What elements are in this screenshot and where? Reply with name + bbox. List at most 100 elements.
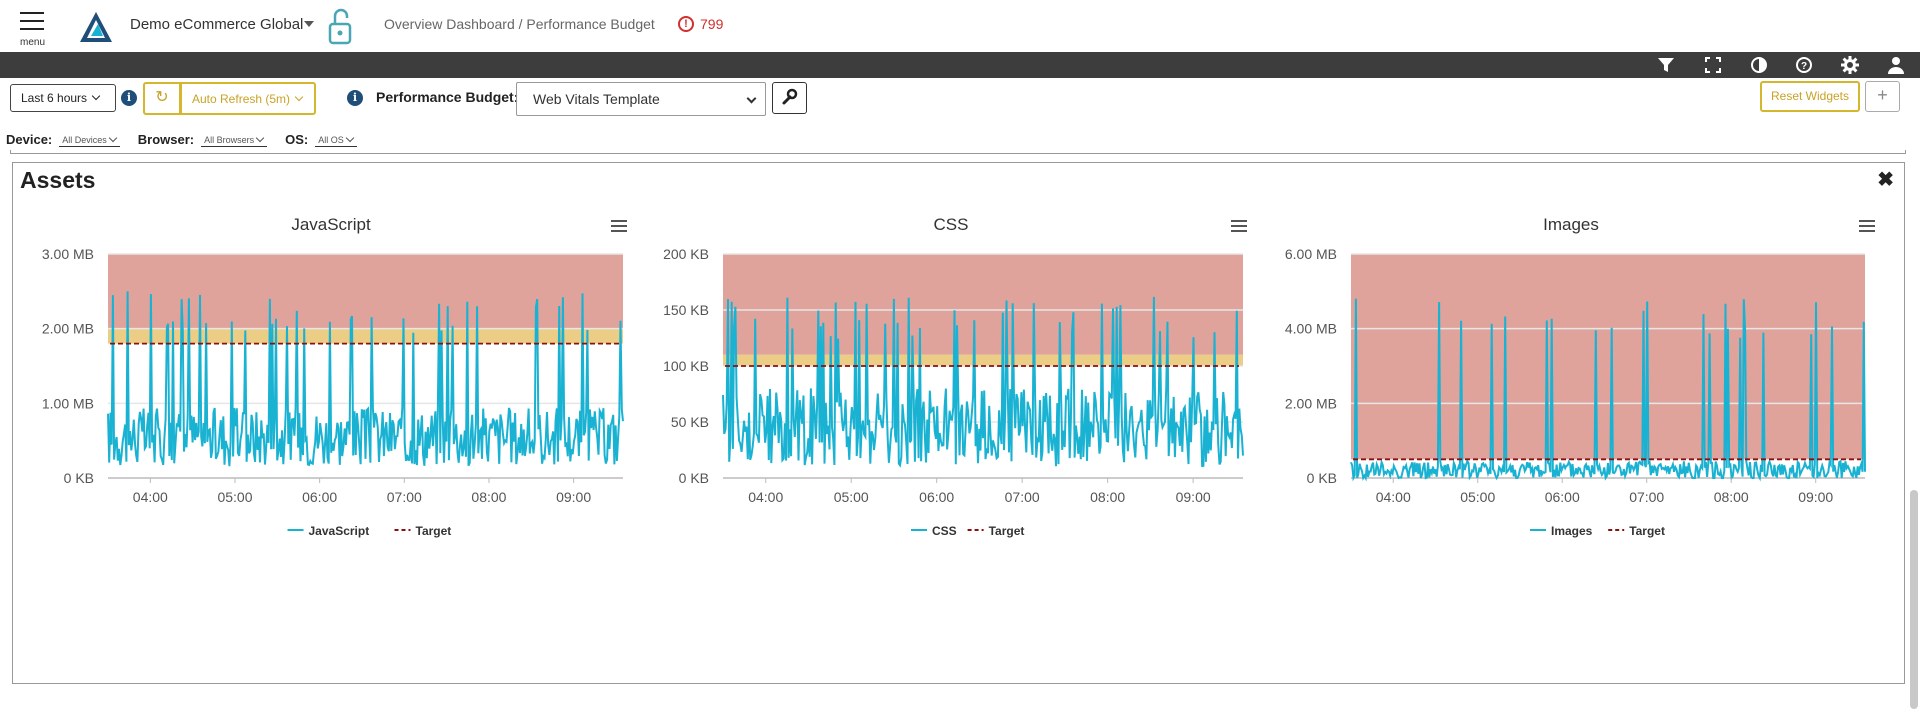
chart-title: CSS bbox=[934, 215, 969, 234]
x-tick-label: 07:00 bbox=[387, 489, 422, 505]
page-scrollbar[interactable] bbox=[1910, 490, 1918, 709]
x-tick-label: 06:00 bbox=[1545, 489, 1580, 505]
chevron-down-icon bbox=[345, 133, 355, 143]
legend-target-label: Target bbox=[1629, 524, 1665, 538]
close-widget-button[interactable]: ✖ bbox=[1877, 167, 1894, 192]
browser-value: All Browsers bbox=[204, 135, 255, 145]
close-icon: ✖ bbox=[1877, 169, 1894, 191]
fullscreen-icon[interactable] bbox=[1704, 56, 1722, 74]
user-icon[interactable] bbox=[1887, 56, 1905, 74]
alert-count[interactable]: ! 799 bbox=[678, 16, 723, 32]
x-tick-label: 09:00 bbox=[556, 489, 591, 505]
top-header: menu Demo eCommerce Global Overview Dash… bbox=[0, 0, 1920, 52]
x-tick-label: 05:00 bbox=[834, 489, 869, 505]
section-divider-edge bbox=[1905, 150, 1906, 154]
chart-menu-icon[interactable] bbox=[1859, 230, 1875, 232]
legend-series-label: JavaScript bbox=[309, 524, 370, 538]
chart-menu-icon[interactable] bbox=[611, 225, 627, 227]
menu-icon-bar bbox=[20, 20, 44, 22]
y-tick-label: 0 KB bbox=[64, 470, 94, 486]
auto-refresh-value: Auto Refresh (5m) bbox=[192, 92, 291, 106]
chart-menu-icon[interactable] bbox=[1231, 230, 1247, 232]
chart-title: JavaScript bbox=[291, 215, 371, 234]
y-tick-label: 4.00 MB bbox=[1285, 321, 1337, 337]
chart-title: Images bbox=[1543, 215, 1599, 234]
info-icon[interactable]: i bbox=[121, 90, 137, 106]
y-tick-label: 200 KB bbox=[663, 246, 709, 262]
refresh-button[interactable]: ↻ bbox=[143, 82, 181, 115]
alert-icon: ! bbox=[678, 16, 694, 32]
warning-band bbox=[108, 328, 623, 344]
contrast-icon[interactable] bbox=[1750, 56, 1768, 74]
browser-dropdown[interactable]: All Browsers bbox=[201, 133, 268, 147]
y-tick-label: 1.00 MB bbox=[42, 395, 94, 411]
series-line bbox=[107, 291, 624, 467]
reset-widgets-button[interactable]: Reset Widgets bbox=[1760, 81, 1860, 112]
os-label: OS: bbox=[285, 132, 309, 147]
y-tick-label: 100 KB bbox=[663, 358, 709, 374]
series-line bbox=[1350, 298, 1866, 482]
menu-icon-bar bbox=[20, 28, 44, 30]
x-tick-label: 07:00 bbox=[1629, 489, 1664, 505]
os-dropdown[interactable]: All OS bbox=[315, 133, 357, 147]
menu-icon bbox=[20, 12, 44, 14]
x-tick-label: 04:00 bbox=[133, 489, 168, 505]
device-value: All Devices bbox=[62, 135, 107, 145]
y-tick-label: 0 KB bbox=[1307, 470, 1337, 486]
charts-area: JavaScript 0 KB 1.00 MB 2.00 MB 3.00 MB 04:00… bbox=[42, 215, 1875, 538]
chart-menu-icon[interactable] bbox=[611, 220, 627, 222]
y-tick-label: 150 KB bbox=[663, 302, 709, 318]
section-divider-edge bbox=[10, 150, 11, 154]
x-tick-label: 08:00 bbox=[1714, 489, 1749, 505]
chevron-down-icon bbox=[255, 133, 265, 143]
toolbar: ? bbox=[0, 52, 1920, 78]
x-tick-label: 05:00 bbox=[1460, 489, 1495, 505]
x-tick-label: 09:00 bbox=[1798, 489, 1833, 505]
chart-menu-icon[interactable] bbox=[1231, 225, 1247, 227]
legend-series-label: CSS bbox=[932, 524, 957, 538]
breadcrumb[interactable]: Overview Dashboard / Performance Budget bbox=[384, 16, 655, 32]
widget-title: Assets bbox=[20, 167, 96, 193]
settings-icon[interactable] bbox=[1841, 56, 1859, 74]
logo-icon[interactable] bbox=[78, 10, 114, 44]
assets-widget: Assets ✖ JavaScript 0 KB 1.00 MB 2.00 MB 3.0… bbox=[12, 162, 1905, 684]
chevron-down-icon bbox=[108, 133, 118, 143]
y-tick-label: 0 KB bbox=[679, 470, 709, 486]
y-tick-label: 6.00 MB bbox=[1285, 246, 1337, 262]
menu-button[interactable]: menu bbox=[20, 10, 48, 48]
x-tick-label: 08:00 bbox=[1090, 489, 1125, 505]
performance-budget-label: Performance Budget: bbox=[376, 89, 519, 105]
device-dropdown[interactable]: All Devices bbox=[59, 133, 120, 147]
org-dropdown-caret-icon[interactable] bbox=[304, 21, 314, 27]
over-budget-band bbox=[108, 254, 623, 329]
legend-target-label: Target bbox=[416, 524, 452, 538]
warning-band bbox=[723, 354, 1243, 366]
org-name[interactable]: Demo eCommerce Global bbox=[130, 16, 304, 33]
unlock-icon[interactable] bbox=[327, 8, 353, 46]
x-tick-label: 05:00 bbox=[217, 489, 252, 505]
edit-budget-button[interactable] bbox=[772, 82, 807, 114]
y-tick-label: 2.00 MB bbox=[42, 321, 94, 337]
chart-menu-icon[interactable] bbox=[1231, 220, 1247, 222]
info-icon[interactable]: i bbox=[347, 90, 363, 106]
chart-menu-icon[interactable] bbox=[1859, 220, 1875, 222]
menu-label: menu bbox=[20, 37, 46, 48]
performance-budget-value: Web Vitals Template bbox=[533, 91, 660, 107]
wrench-icon bbox=[782, 88, 798, 105]
add-widget-button[interactable]: + bbox=[1865, 81, 1900, 112]
performance-budget-select[interactable]: Web Vitals Template bbox=[516, 82, 766, 116]
browser-label: Browser: bbox=[137, 132, 195, 147]
over-budget-band bbox=[723, 254, 1243, 355]
os-value: All OS bbox=[318, 135, 344, 145]
filter-bar: Device: All Devices Browser: All Browser… bbox=[6, 129, 375, 147]
help-icon[interactable]: ? bbox=[1795, 56, 1813, 74]
time-range-dropdown[interactable]: Last 6 hours bbox=[10, 84, 116, 112]
auto-refresh-dropdown[interactable]: Auto Refresh (5m) bbox=[180, 82, 316, 115]
x-tick-label: 09:00 bbox=[1176, 489, 1211, 505]
chart-menu-icon[interactable] bbox=[611, 230, 627, 232]
chevron-down-icon bbox=[746, 93, 757, 104]
series-line bbox=[722, 296, 1244, 468]
x-tick-label: 07:00 bbox=[1005, 489, 1040, 505]
chart-menu-icon[interactable] bbox=[1859, 225, 1875, 227]
filter-icon[interactable] bbox=[1657, 56, 1675, 74]
